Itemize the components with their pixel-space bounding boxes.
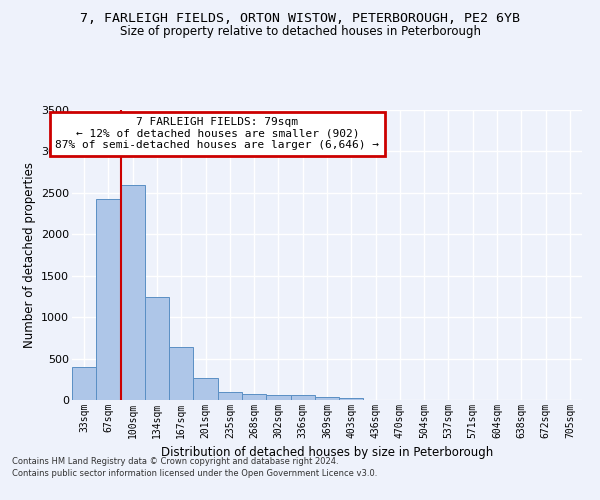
X-axis label: Distribution of detached houses by size in Peterborough: Distribution of detached houses by size … <box>161 446 493 460</box>
Bar <box>145 298 169 400</box>
Bar <box>218 392 242 400</box>
Text: Size of property relative to detached houses in Peterborough: Size of property relative to detached ho… <box>119 25 481 38</box>
Bar <box>290 396 315 400</box>
Text: Contains HM Land Registry data © Crown copyright and database right 2024.: Contains HM Land Registry data © Crown c… <box>12 458 338 466</box>
Bar <box>121 184 145 400</box>
Text: 7 FARLEIGH FIELDS: 79sqm
← 12% of detached houses are smaller (902)
87% of semi-: 7 FARLEIGH FIELDS: 79sqm ← 12% of detach… <box>55 117 379 150</box>
Bar <box>339 398 364 400</box>
Y-axis label: Number of detached properties: Number of detached properties <box>23 162 35 348</box>
Bar <box>242 394 266 400</box>
Bar <box>72 367 96 400</box>
Bar <box>96 200 121 400</box>
Bar <box>266 395 290 400</box>
Text: 7, FARLEIGH FIELDS, ORTON WISTOW, PETERBOROUGH, PE2 6YB: 7, FARLEIGH FIELDS, ORTON WISTOW, PETERB… <box>80 12 520 26</box>
Bar <box>193 378 218 400</box>
Bar <box>315 396 339 400</box>
Bar <box>169 347 193 400</box>
Text: Contains public sector information licensed under the Open Government Licence v3: Contains public sector information licen… <box>12 469 377 478</box>
